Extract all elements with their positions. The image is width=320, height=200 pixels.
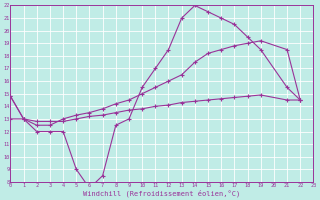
X-axis label: Windchill (Refroidissement éolien,°C): Windchill (Refroidissement éolien,°C)	[83, 189, 241, 197]
